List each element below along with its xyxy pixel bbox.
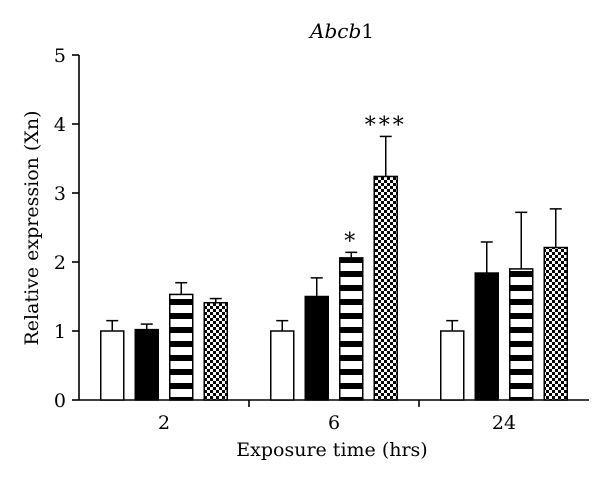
chart-title: Abcb1 (308, 19, 374, 43)
significance-marker: * (344, 229, 358, 254)
y-tick-label: 4 (54, 114, 66, 136)
x-tick-label: 24 (492, 412, 516, 434)
bar-black-2 (134, 328, 159, 401)
y-tick-label: 3 (54, 183, 66, 205)
x-axis-label: Exposure time (hrs) (236, 439, 427, 461)
x-tick-label: 2 (158, 412, 170, 434)
bar-checker-2 (203, 301, 228, 401)
x-axis: 2 6 24 (79, 399, 589, 434)
bar-stripes-6 (339, 257, 364, 401)
x-tick-label: 6 (328, 412, 340, 434)
y-tick-label: 1 (54, 321, 66, 343)
bar-white-24 (440, 330, 465, 401)
bar-checker-24 (543, 246, 568, 401)
y-axis: 0 1 2 3 4 5 (54, 45, 80, 412)
bar-group: **** (100, 113, 568, 401)
bar-stripes-2 (169, 293, 194, 401)
title-part: Abcb (308, 19, 361, 43)
y-tick-label: 0 (54, 390, 66, 412)
bar-black-24 (474, 272, 499, 401)
bar-checker-6 (373, 175, 398, 401)
bar-white-2 (100, 330, 125, 401)
bar-stripes-24 (509, 268, 534, 401)
significance-marker: *** (365, 113, 407, 138)
bar-white-6 (270, 330, 295, 401)
title-part: 1 (361, 19, 374, 43)
bar-black-6 (304, 295, 329, 401)
y-tick-label: 5 (54, 45, 66, 67)
y-axis-label: Relative expression (Xn) (21, 110, 43, 345)
y-tick-label: 2 (54, 252, 66, 274)
